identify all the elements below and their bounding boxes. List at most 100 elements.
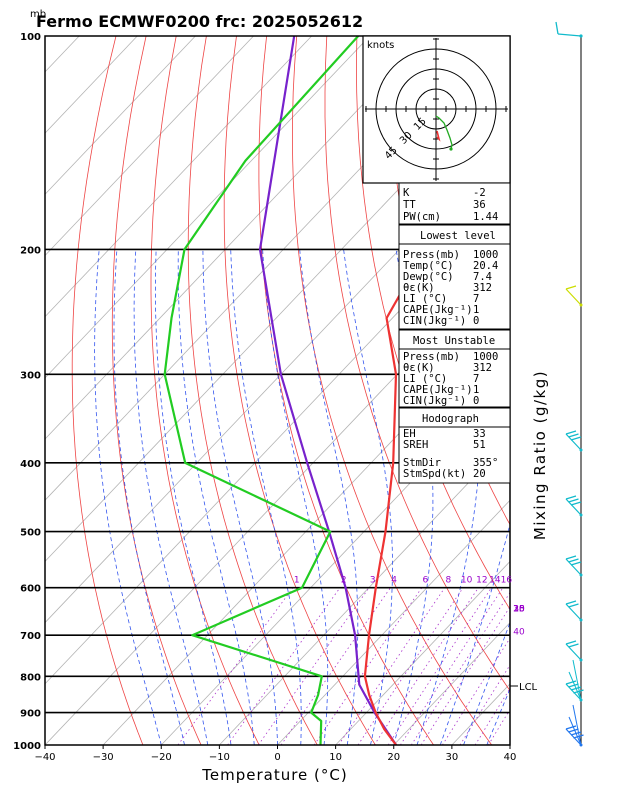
- dry-adiabat: [568, 36, 618, 745]
- idx-tt-value: 36: [473, 199, 486, 211]
- isotherm: [393, 622, 510, 745]
- ll-cape-label: CAPE(Jkg⁻¹): [403, 304, 473, 316]
- dry-adiabat: [223, 36, 376, 745]
- dewpoint-line: [163, 36, 360, 745]
- wind-barb: [565, 704, 584, 747]
- idx-pw-value: 1.44: [473, 211, 498, 223]
- mixing-ratio-label: 18: [513, 605, 525, 615]
- ll-cin-value: 0: [473, 315, 479, 327]
- ll-li-value: 7: [473, 293, 479, 305]
- isotherm: [45, 132, 510, 624]
- wind-barb: [565, 659, 584, 702]
- hodograph-ring-30: [395, 68, 477, 150]
- wind-barb: [565, 285, 583, 307]
- mixing-ratio-label: 35: [513, 605, 524, 615]
- wind-barb: [557, 33, 582, 37]
- hb-stmspd-label: StmSpd(kt): [403, 468, 466, 480]
- ll-thetae-label: θε(K): [403, 282, 435, 294]
- isotherm: [45, 36, 254, 257]
- mixing-ratio-label: 2: [341, 576, 347, 586]
- x-tick-label: 20: [387, 752, 400, 763]
- lcl-label: LCL: [519, 682, 538, 693]
- moist-adiabat: [155, 249, 232, 745]
- ll-cin-label: CIN(Jkg⁻¹): [403, 315, 466, 327]
- hb-stmdir-value: 355°: [473, 457, 498, 469]
- parcel-line: [258, 36, 398, 745]
- wind-barb: [565, 430, 583, 452]
- mixing-ratio-line: [338, 587, 446, 745]
- mixing-ratio-label: 4: [391, 576, 397, 586]
- dry-adiabat: [324, 36, 510, 692]
- p-tick-label: 200: [20, 245, 41, 256]
- isotherm: [45, 36, 371, 379]
- dry-adiabat: [507, 36, 510, 60]
- ll-thetae-value: 312: [473, 282, 492, 294]
- dry-adiabat: [187, 36, 318, 745]
- idx-k-label: K: [403, 187, 410, 199]
- mixing-ratio-label: 20: [513, 605, 525, 615]
- dry-adiabat: [71, 36, 144, 745]
- lowest-level-box: [398, 224, 511, 330]
- wind-barb: [565, 640, 583, 662]
- x-tick-label: 0: [274, 752, 280, 763]
- chart-title: Fermo ECMWF0200 frc: 2025052612: [36, 12, 363, 31]
- p-tick-label: 100: [20, 32, 41, 43]
- wind-barb: [555, 21, 559, 35]
- p-tick-label: 700: [20, 631, 41, 642]
- hodograph-trace-low: [436, 130, 441, 142]
- mixing-ratio-label: 1: [294, 576, 300, 586]
- mixing-ratio-label: 40: [513, 628, 525, 638]
- mu-li-value: 7: [473, 373, 479, 385]
- mixing-ratio-label: 8: [445, 576, 451, 586]
- dry-adiabat: [598, 36, 618, 745]
- p-tick-label: 800: [20, 672, 41, 683]
- wind-barb: [565, 495, 583, 517]
- most-unstable-box: [398, 329, 511, 408]
- mixing-ratio-line: [280, 587, 391, 745]
- p-tick-label: 1000: [13, 741, 41, 752]
- hb-eh-value: 33: [473, 428, 486, 440]
- mu-press-label: Press(mb): [403, 351, 460, 363]
- x-tick-label: −40: [34, 752, 55, 763]
- x-tick-label: −10: [209, 752, 230, 763]
- ll-dewp-value: 7.4: [473, 271, 492, 283]
- isotherm: [509, 744, 510, 745]
- x-axis-title: Temperature (°C): [201, 766, 347, 784]
- isotherm: [45, 36, 312, 318]
- mu-li-label: LI (°C): [403, 373, 447, 385]
- mixing-ratio-label: 14: [489, 576, 501, 586]
- idx-tt-label: TT: [403, 199, 416, 211]
- background-lines: [45, 36, 618, 745]
- mu-cape-label: CAPE(Jkg⁻¹): [403, 384, 473, 396]
- units-label: mb: [30, 9, 46, 20]
- mixing-ratio-axis-title: Mixing Ratio (g/kg): [531, 370, 549, 540]
- mixing-ratio-label: 6: [423, 576, 429, 586]
- ll-dewp-label: Dewp(°C): [403, 271, 454, 283]
- dry-adiabat: [538, 36, 618, 745]
- p-tick-label: 400: [20, 459, 41, 470]
- mixing-ratio-label: 10: [461, 576, 473, 586]
- hodograph-units: knots: [367, 40, 394, 51]
- moist-adiabat: [343, 249, 393, 745]
- hodograph-trace-end: [449, 147, 453, 151]
- p-tick-label: 300: [20, 370, 41, 381]
- hodo-index-box: [398, 407, 511, 484]
- hb-stmspd-value: 20: [473, 468, 486, 480]
- dry-adiabat: [150, 36, 260, 745]
- wind-barb-dot: [579, 34, 583, 38]
- moist-adiabat: [202, 249, 278, 745]
- mixing-ratio-line: [400, 587, 504, 745]
- ll-cape-value: 1: [473, 304, 479, 316]
- hodograph-ring-45: [375, 48, 497, 170]
- x-tick-label: −20: [151, 752, 172, 763]
- hodo-box-title: Hodograph: [422, 413, 479, 425]
- idx-k-value: -2: [473, 187, 486, 199]
- hb-eh-label: EH: [403, 428, 416, 440]
- mu-thetae-label: θε(K): [403, 362, 435, 374]
- mixing-ratio-label: 16: [501, 576, 513, 586]
- hodograph: knots 15 30 45: [362, 35, 511, 184]
- x-tick-label: 30: [446, 752, 459, 763]
- mixing-ratio-line: [227, 587, 341, 745]
- p-tick-label: 900: [20, 709, 41, 720]
